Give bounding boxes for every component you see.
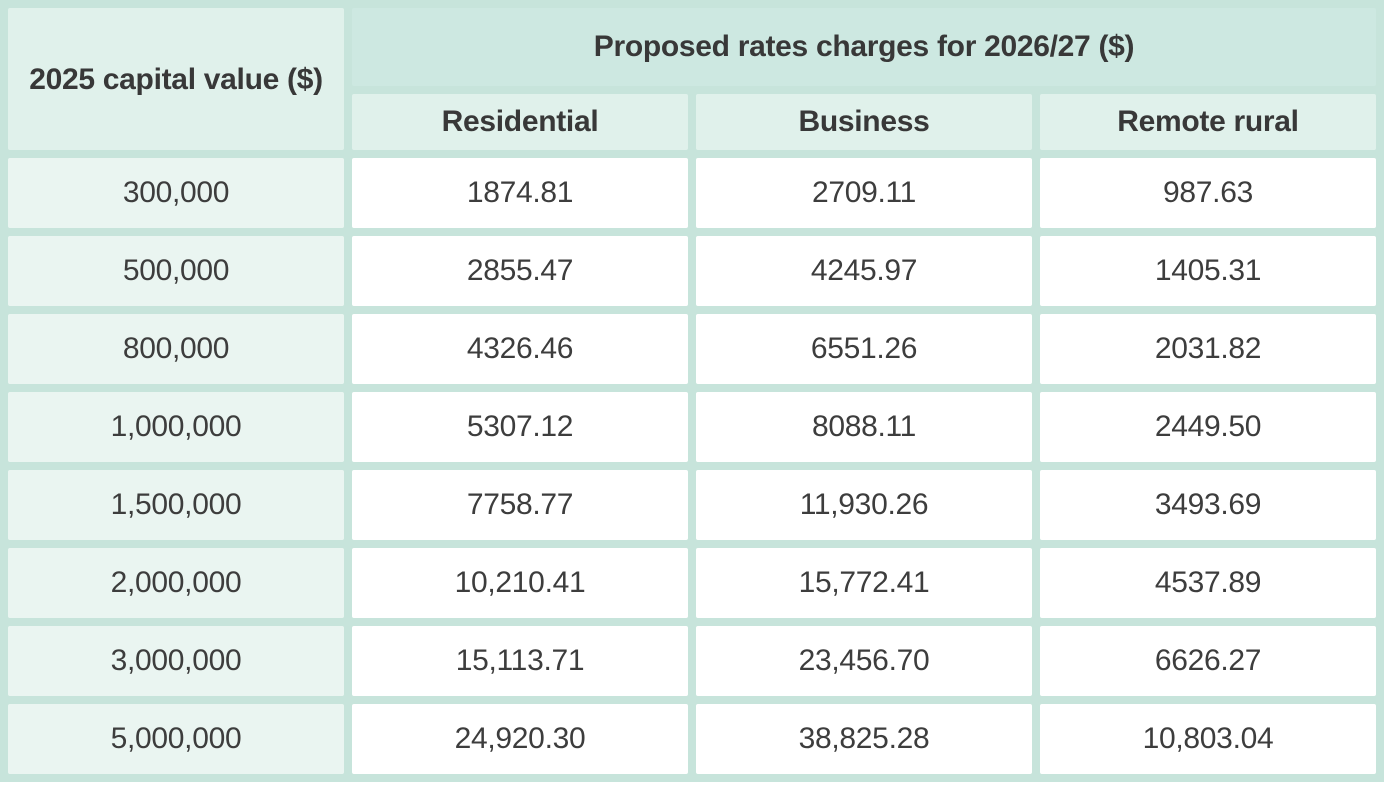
column-header-residential: Residential <box>352 94 688 150</box>
rate-value-cell: 2449.50 <box>1040 392 1376 462</box>
rates-table-header: 2025 capital value ($) Proposed rates ch… <box>8 8 1376 150</box>
group-header: Proposed rates charges for 2026/27 ($) <box>352 8 1376 86</box>
capital-value-cell: 3,000,000 <box>8 626 344 696</box>
table-row: 1,000,000 5307.12 8088.11 2449.50 <box>8 392 1376 462</box>
capital-value-cell: 300,000 <box>8 158 344 228</box>
rate-value-cell: 1874.81 <box>352 158 688 228</box>
rate-value-cell: 24,920.30 <box>352 704 688 774</box>
rate-value-cell: 6551.26 <box>696 314 1032 384</box>
rates-table-body: 300,000 1874.81 2709.11 987.63 500,000 2855.4… <box>8 158 1376 774</box>
rate-value-cell: 23,456.70 <box>696 626 1032 696</box>
table-row: 300,000 1874.81 2709.11 987.63 <box>8 158 1376 228</box>
capital-value-cell: 500,000 <box>8 236 344 306</box>
group-header-row: 2025 capital value ($) Proposed rates ch… <box>8 8 1376 150</box>
capital-value-cell: 1,000,000 <box>8 392 344 462</box>
rate-value-cell: 6626.27 <box>1040 626 1376 696</box>
rate-value-cell: 2709.11 <box>696 158 1032 228</box>
table-row: 3,000,000 15,113.71 23,456.70 6626.27 <box>8 626 1376 696</box>
rate-value-cell: 4326.46 <box>352 314 688 384</box>
rate-value-cell: 15,772.41 <box>696 548 1032 618</box>
rate-value-cell: 7758.77 <box>352 470 688 540</box>
capital-value-column-header: 2025 capital value ($) <box>8 8 344 150</box>
subheader-row: Residential Business Remote rural <box>8 94 1376 150</box>
rate-value-cell: 987.63 <box>1040 158 1376 228</box>
rates-table: 2025 capital value ($) Proposed rates ch… <box>0 0 1384 782</box>
rate-value-cell: 4537.89 <box>1040 548 1376 618</box>
capital-value-cell: 800,000 <box>8 314 344 384</box>
rate-value-cell: 2855.47 <box>352 236 688 306</box>
rate-value-cell: 3493.69 <box>1040 470 1376 540</box>
rate-value-cell: 1405.31 <box>1040 236 1376 306</box>
table-row: 2,000,000 10,210.41 15,772.41 4537.89 <box>8 548 1376 618</box>
rate-value-cell: 2031.82 <box>1040 314 1376 384</box>
rate-value-cell: 15,113.71 <box>352 626 688 696</box>
column-header-remote-rural: Remote rural <box>1040 94 1376 150</box>
table-row: 5,000,000 24,920.30 38,825.28 10,803.04 <box>8 704 1376 774</box>
table-row: 1,500,000 7758.77 11,930.26 3493.69 <box>8 470 1376 540</box>
rate-value-cell: 4245.97 <box>696 236 1032 306</box>
column-header-business: Business <box>696 94 1032 150</box>
rate-value-cell: 5307.12 <box>352 392 688 462</box>
rate-value-cell: 8088.11 <box>696 392 1032 462</box>
rate-value-cell: 11,930.26 <box>696 470 1032 540</box>
table-row: 800,000 4326.46 6551.26 2031.82 <box>8 314 1376 384</box>
capital-value-cell: 1,500,000 <box>8 470 344 540</box>
table-row: 500,000 2855.47 4245.97 1405.31 <box>8 236 1376 306</box>
rate-value-cell: 38,825.28 <box>696 704 1032 774</box>
rate-value-cell: 10,210.41 <box>352 548 688 618</box>
capital-value-cell: 2,000,000 <box>8 548 344 618</box>
rate-value-cell: 10,803.04 <box>1040 704 1376 774</box>
capital-value-cell: 5,000,000 <box>8 704 344 774</box>
